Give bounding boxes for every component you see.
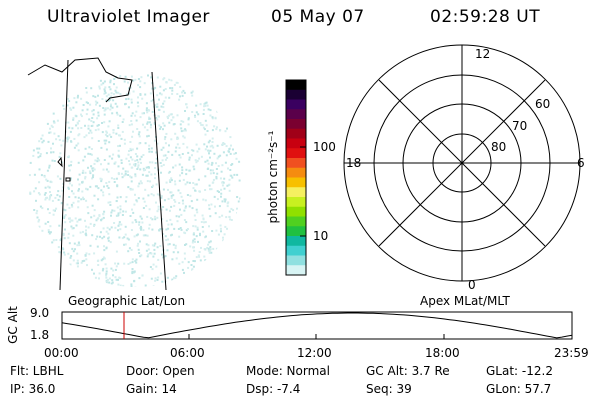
altitude-strip (61, 311, 573, 340)
time-tick-1800: 18:00 (425, 346, 460, 360)
colorbar-band (286, 226, 306, 237)
colorbar-band (286, 245, 306, 256)
mlt-label-18: 18 (346, 156, 362, 170)
time-tick-2359: 23:59 (554, 346, 589, 360)
colorbar-band (286, 197, 306, 208)
info-seq: Seq: 39 (366, 382, 412, 396)
info-gc-alt: GC Alt: 3.7 Re (366, 364, 450, 378)
mlt-label-6: 6 (577, 156, 585, 170)
info-dsp: Dsp: -7.4 (246, 382, 301, 396)
info-ip: IP: 36.0 (10, 382, 56, 396)
alt-tick-high: 9.0 (30, 306, 50, 320)
info-door: Door: Open (126, 364, 195, 378)
colorbar-band (286, 187, 306, 198)
colorbar-band (286, 158, 306, 169)
lat-label-60: 60 (535, 97, 551, 111)
colorbar-band (286, 265, 306, 276)
info-flt: Flt: LBHL (10, 364, 64, 378)
colorbar-label: photon cm⁻²s⁻¹ (266, 130, 280, 224)
colorbar (285, 79, 307, 276)
alt-tick-low: 1.8 (30, 328, 50, 342)
colorbar-band (286, 109, 306, 120)
date-label: 05 May 07 (271, 7, 365, 27)
info-gain: Gain: 14 (126, 382, 177, 396)
colorbar-band (286, 148, 306, 159)
time-tick-0000: 00:00 (44, 346, 79, 360)
colorbar-band (286, 216, 306, 227)
meridian-line-right (151, 71, 167, 291)
island-outline (57, 156, 63, 168)
colorbar-band (286, 89, 306, 100)
colorbar-band (286, 80, 306, 91)
lat-label-80: 80 (491, 140, 507, 154)
colorbar-band (286, 99, 306, 110)
colorbar-band (286, 206, 306, 217)
meridian-line-left (59, 59, 69, 291)
colorbar-tick-10: 10 (313, 229, 329, 243)
info-glon: GLon: 57.7 (486, 382, 552, 396)
colorbar-band (286, 128, 306, 139)
info-glat: GLat: -12.2 (486, 364, 553, 378)
colorbar-band (286, 167, 306, 178)
lat-label-70: 70 (512, 119, 528, 133)
altitude-curve (61, 312, 573, 339)
coastline (27, 57, 133, 103)
colorbar-band (286, 255, 306, 266)
uv-speckle (28, 74, 242, 287)
mlt-label-12: 12 (475, 47, 491, 61)
apex-title: Apex MLat/MLT (420, 294, 510, 308)
polar-plot (343, 44, 581, 282)
colorbar-band (286, 236, 306, 247)
info-mode: Mode: Normal (246, 364, 330, 378)
geographic-image (27, 57, 242, 291)
time-tick-1200: 12:00 (297, 346, 332, 360)
mlt-label-0: 0 (468, 278, 476, 292)
colorbar-tick-100: 100 (313, 140, 336, 154)
gc-alt-axis-label: GC Alt (6, 306, 20, 344)
time-label: 02:59:28 UT (430, 7, 541, 27)
colorbar-gradient (286, 80, 306, 276)
colorbar-band (286, 138, 306, 149)
geo-title: Geographic Lat/Lon (68, 294, 186, 308)
colorbar-band (286, 177, 306, 188)
time-tick-0600: 06:00 (170, 346, 205, 360)
instrument-title: Ultraviolet Imager (47, 7, 210, 27)
island-outline-2 (65, 177, 71, 182)
colorbar-band (286, 119, 306, 130)
